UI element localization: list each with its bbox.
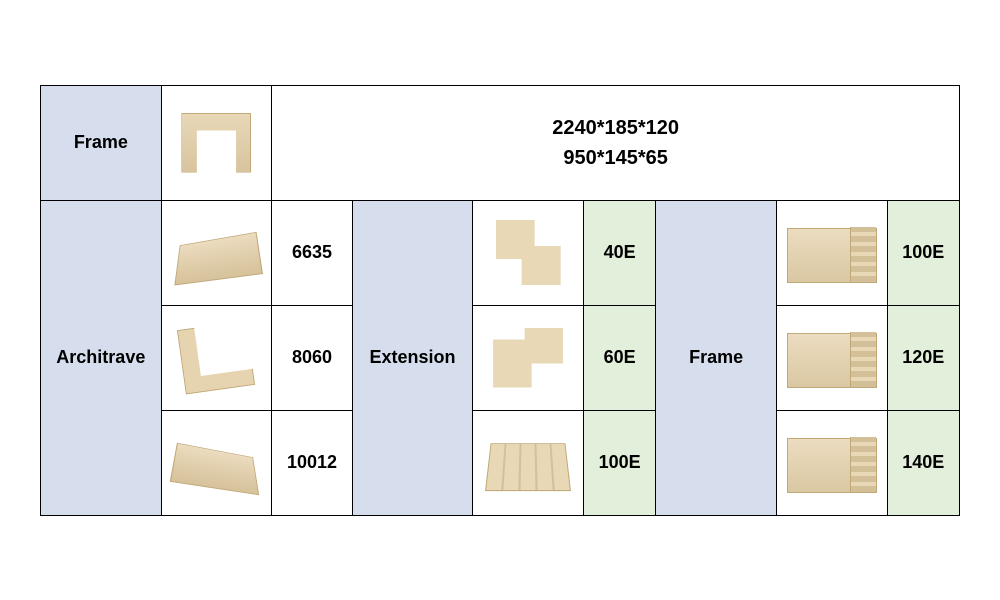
- architrave-code-3: 10012: [272, 410, 352, 515]
- frame2-code-1: 100E: [887, 200, 959, 305]
- extension-header: Extension: [352, 200, 473, 515]
- extension-code-3: 100E: [583, 410, 655, 515]
- architrave-code-2: 8060: [272, 305, 352, 410]
- frame2-img-1: [776, 200, 887, 305]
- profile-icon: [485, 443, 571, 491]
- profile-icon: [174, 231, 263, 285]
- architrave-img-2: [161, 305, 272, 410]
- profile-icon: [787, 228, 877, 283]
- frame-profile-icon: [181, 113, 251, 173]
- frame-header: Frame: [41, 85, 162, 200]
- architrave-img-1: [161, 200, 272, 305]
- frame2-code-3: 140E: [887, 410, 959, 515]
- profile-icon: [787, 333, 877, 388]
- frame2-header: Frame: [656, 200, 777, 515]
- extension-code-2: 60E: [583, 305, 655, 410]
- extension-img-3: [473, 410, 584, 515]
- extension-img-2: [473, 305, 584, 410]
- profile-icon: [496, 220, 561, 285]
- profile-icon: [170, 442, 259, 495]
- architrave-code-1: 6635: [272, 200, 352, 305]
- dim-line-1: 2240*185*120: [276, 113, 955, 143]
- extension-code-1: 40E: [583, 200, 655, 305]
- profile-icon: [177, 320, 255, 394]
- frame2-img-2: [776, 305, 887, 410]
- profile-icon: [787, 438, 877, 493]
- extension-img-1: [473, 200, 584, 305]
- dim-line-2: 950*145*65: [276, 143, 955, 173]
- frame2-code-2: 120E: [887, 305, 959, 410]
- frame-image-cell: [161, 85, 272, 200]
- architrave-header: Architrave: [41, 200, 162, 515]
- profile-icon: [493, 328, 563, 388]
- frame2-img-3: [776, 410, 887, 515]
- profile-spec-table: Frame 2240*185*120 950*145*65 Architrave…: [40, 85, 960, 516]
- architrave-img-3: [161, 410, 272, 515]
- frame-dimensions: 2240*185*120 950*145*65: [272, 85, 960, 200]
